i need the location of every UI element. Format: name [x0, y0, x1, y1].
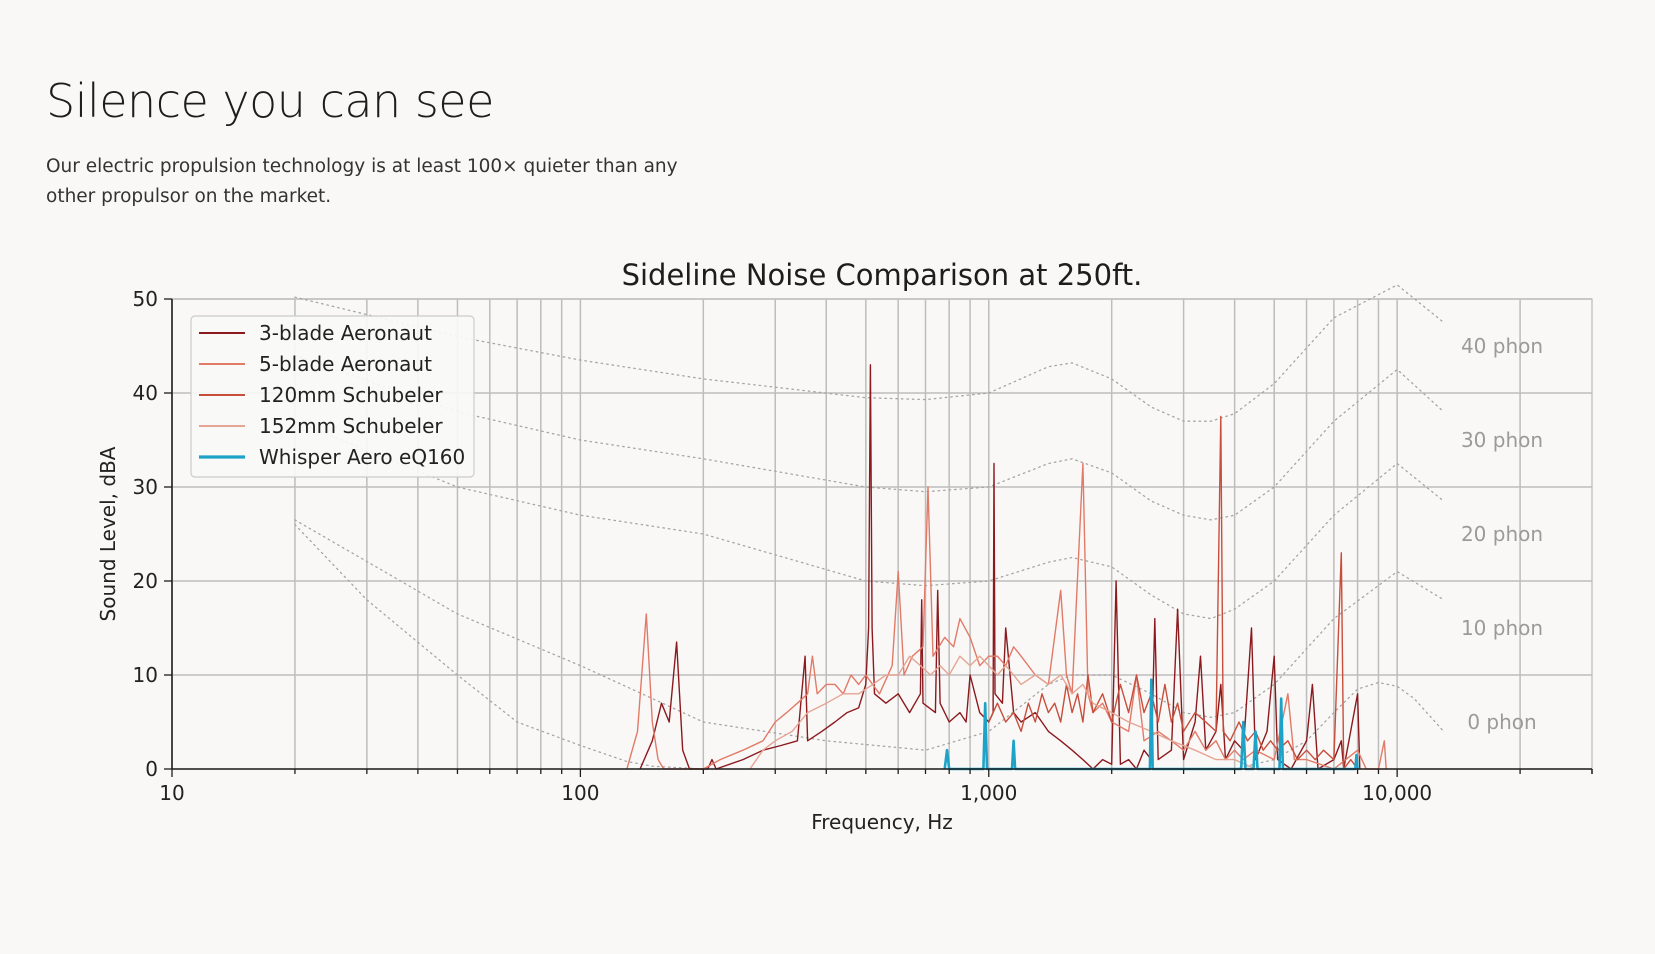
phon-label: 10 phon — [1461, 616, 1543, 640]
y-tick-label: 30 — [133, 475, 158, 499]
page-title: Silence you can see — [46, 74, 494, 128]
x-tick-label: 1,000 — [960, 781, 1017, 805]
series-line — [639, 364, 1361, 770]
y-tick-label: 10 — [133, 663, 158, 687]
x-axis-label: Frequency, Hz — [811, 810, 953, 834]
phon-label: 0 phon — [1467, 710, 1536, 734]
series-line — [749, 655, 1256, 770]
chart-title: Sideline Noise Comparison at 250ft. — [622, 258, 1143, 292]
phon-contour — [294, 519, 1445, 751]
legend-label: 152mm Schubeler — [259, 414, 443, 438]
phon-label: 30 phon — [1461, 428, 1543, 452]
phon-contour — [294, 284, 1445, 422]
y-tick-label: 50 — [133, 287, 158, 311]
legend-label: 3-blade Aeronaut — [259, 321, 432, 345]
series-lines — [626, 364, 1387, 771]
phon-contour — [294, 420, 1445, 620]
phon-contour — [294, 523, 704, 770]
series-line — [988, 415, 1359, 770]
legend-label: 120mm Schubeler — [259, 383, 443, 407]
y-axis-label: Sound Level, dBA — [96, 446, 120, 621]
legend-label: Whisper Aero eQ160 — [259, 445, 465, 469]
phon-contour — [294, 354, 1445, 521]
legend: 3-blade Aeronaut 5-blade Aeronaut 120mm Sc… — [190, 315, 475, 478]
x-tick-label: 10,000 — [1362, 781, 1432, 805]
x-tick-label: 10 — [159, 781, 184, 805]
phon-label: 20 phon — [1461, 522, 1543, 546]
phon-label: 40 phon — [1461, 334, 1543, 358]
phon-contours: 40 phon 30 phon 20 phon 10 phon 0 phon — [294, 284, 1543, 770]
legend-label: 5-blade Aeronaut — [259, 352, 432, 376]
page-subtitle: Our electric propulsion technology is at… — [46, 156, 678, 207]
y-tick-label: 40 — [133, 381, 158, 405]
legend-box — [190, 315, 475, 478]
y-tick-label: 0 — [145, 757, 158, 781]
series-line — [626, 462, 1387, 770]
x-tick-label: 100 — [561, 781, 599, 805]
y-tick-label: 20 — [133, 569, 158, 593]
